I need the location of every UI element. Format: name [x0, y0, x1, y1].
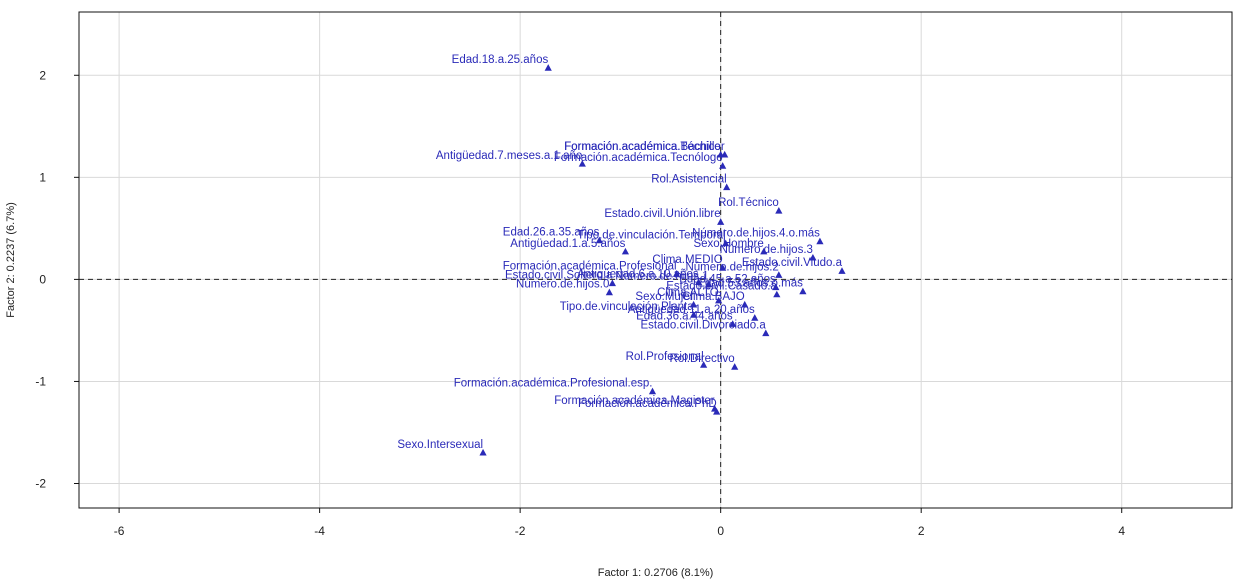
x-tick-label: -2 [515, 524, 526, 538]
point-label: Número.de.hijos.0 [516, 279, 609, 291]
x-tick-label: -6 [114, 524, 125, 538]
y-tick-label: 2 [39, 68, 46, 82]
y-axis: -2 -1 0 1 2 [35, 68, 79, 491]
point-label: Sexo.Intersexual [397, 439, 483, 451]
point-marker [731, 363, 739, 370]
point-marker [544, 64, 552, 71]
x-axis: -6 -4 -2 0 2 4 [114, 508, 1125, 538]
point-marker [773, 290, 781, 298]
point-labels: Edad.18.a.25.años Antigüedad.7.meses.a.1.… [397, 54, 842, 451]
y-tick-label: -2 [35, 477, 46, 491]
point-marker [799, 287, 807, 295]
x-tick-label: 2 [918, 524, 925, 538]
point-label: Número.de.hijos.4.o.más [692, 228, 820, 240]
point-marker [809, 253, 817, 261]
x-tick-label: 0 [717, 524, 724, 538]
x-axis-title: Factor 1: 0.2706 (8.1%) [598, 567, 714, 579]
point-label: Edad.45.a.52.años [679, 274, 776, 286]
point-marker [648, 387, 657, 395]
point-marker [705, 280, 713, 288]
point-marker [775, 207, 783, 214]
point-label: Antigüedad.1.a.5.años [510, 238, 625, 250]
point-label: Formación.académica.Profesional.esp. [454, 378, 653, 390]
point-marker [717, 150, 725, 158]
point-label: Clima.ALTO [657, 287, 719, 299]
point-marker [816, 237, 824, 245]
point-label: Antigüedad.7.meses.a.1.año [436, 150, 582, 162]
point-marker [775, 271, 783, 278]
y-axis-title: Factor 2: 0.2237 (6.7%) [5, 202, 17, 318]
point-label: Estado.civil.Viudo.a [742, 257, 843, 269]
point-marker [621, 247, 630, 255]
point-marker [729, 320, 737, 327]
point-label: Sexo.Hombre [693, 238, 763, 250]
point-marker [772, 283, 780, 291]
point-label: Estado.civil.Casado.a [666, 281, 777, 293]
point-label: Número.de.hijos.3 [720, 244, 813, 256]
point-label: Formación.académica.Tecnólogo [554, 152, 723, 164]
point-marker [741, 300, 749, 308]
point-marker [719, 162, 727, 169]
point-marker [715, 296, 723, 304]
point-label: Formación.académica.Técnico [564, 141, 721, 153]
point-marker [719, 264, 727, 271]
point-label: Estado.civil.Soltero.a [505, 269, 613, 281]
point-label: Clima.MEDIO [652, 254, 722, 266]
point-label: Edad.26.a.35.años [503, 227, 600, 239]
point-label: Estado.civil.Divorciado.a [641, 319, 767, 331]
y-tick-label: 0 [39, 272, 46, 286]
point-marker [689, 311, 698, 318]
point-label: Edad.53.años.o.más [697, 278, 803, 290]
reference-lines [79, 12, 1232, 508]
point-marker [689, 300, 698, 308]
point-label: Antigüedad.11.a.20.años [628, 304, 755, 316]
point-marker [578, 160, 586, 167]
point-marker [717, 218, 725, 225]
data-points [479, 64, 846, 456]
plot-frame [78, 11, 1233, 509]
x-tick-label: 4 [1118, 524, 1125, 538]
point-marker [723, 183, 731, 191]
point-label: Número.de.hijos.2 [685, 261, 778, 273]
point-label: Rol.Técnico [718, 197, 779, 209]
point-marker [760, 247, 768, 255]
point-label: Tipo.de.vinculación.Planta [560, 301, 694, 313]
y-tick-label: 1 [39, 170, 46, 184]
point-label: Rol.Directivo [670, 353, 735, 365]
point-marker [838, 267, 846, 274]
point-label: Clima.BAJO [682, 291, 745, 303]
point-label: Tipo.de.vinculación.Temporal [577, 230, 726, 242]
point-marker [762, 329, 770, 337]
point-marker [713, 408, 721, 415]
point-marker [595, 236, 603, 244]
point-label: Formación.académica.Bachiller [564, 141, 725, 153]
point-label: Formación.académica.PhD [578, 398, 717, 410]
point-marker [605, 288, 613, 296]
point-label: Edad.36.a.44.años [636, 310, 733, 322]
point-label: Formación.académica.Profesional [503, 260, 677, 272]
point-marker [672, 270, 681, 277]
point-label: Antigüedad.6.a.10.años [577, 268, 699, 280]
point-marker [479, 448, 487, 456]
y-tick-label: -1 [35, 374, 46, 388]
point-marker [700, 361, 708, 368]
point-marker [695, 278, 703, 286]
point-label: Rol.Asistencial [651, 174, 726, 186]
point-label: Estado.civil.Unión.libre [604, 208, 720, 220]
point-marker [751, 314, 759, 321]
point-label: Rol.Profesional [626, 351, 704, 363]
point-label: Número.de.hijos.1 [615, 270, 708, 282]
point-label: Sexo.Mujer [635, 291, 693, 303]
point-label: Formación.académica.Magister [554, 395, 715, 407]
x-tick-label: -4 [314, 524, 325, 538]
point-label: Edad.18.a.25.años [452, 54, 549, 66]
point-marker [608, 279, 616, 287]
point-marker [722, 239, 730, 247]
